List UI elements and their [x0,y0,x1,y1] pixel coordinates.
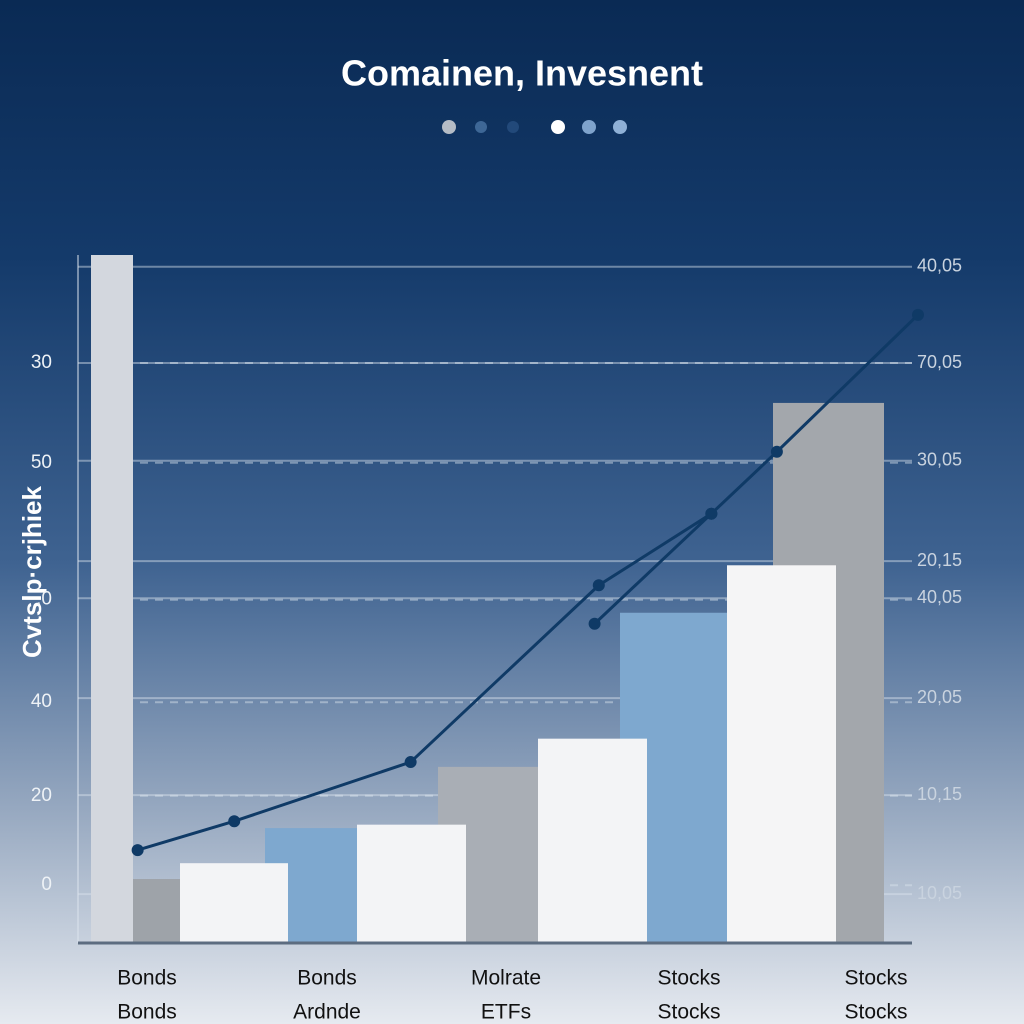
bar [180,863,288,943]
dot [613,120,627,134]
y2-tick-label: 20,05 [917,687,962,707]
line-point [588,617,601,630]
x-tick-label: Ardnde [293,1001,361,1024]
dot [551,120,565,134]
y2-tick-label: 30,05 [917,449,962,469]
y2-tick-label: 10,05 [917,883,962,903]
bar [538,738,647,943]
line [593,512,713,625]
line-point [228,815,241,828]
dot [582,120,596,134]
line-point [770,445,783,458]
dot [507,121,519,133]
x-tick-label: Stocks [657,967,720,990]
dot [475,121,487,133]
line-point [912,308,924,321]
x-tick-label: Molrate [471,967,541,990]
y2-tick-label: 40,05 [917,255,962,275]
x-tick-label: Stocks [844,967,907,990]
y-tick-label: .0 [36,589,52,610]
x-tick-label: Bonds [117,967,177,990]
x-tick-label: ETFs [481,1001,531,1024]
y-tick-label: 30 [31,352,52,373]
y-tick-label: 50 [31,452,52,473]
x-tick-label: Stocks [657,1001,720,1024]
x-tick-label: Bonds [297,967,357,990]
x-tick-label: Bonds [117,1001,177,1024]
y2-tick-label: 70,05 [917,352,962,372]
pager-dots [442,120,627,134]
y2-tick-label: 10,15 [917,784,962,804]
dot [442,120,456,134]
line-point [131,844,144,857]
bar [727,565,836,943]
y-axis-label: Cvtslp·crjhiek [17,485,47,657]
bar [357,824,466,943]
y-tick-label: 0 [41,874,52,895]
y-tick-label: 20 [31,785,52,806]
line-point [592,579,605,592]
line-point [404,756,417,769]
bar [133,879,180,943]
y2-tick-label: 40,05 [917,587,962,607]
bar [91,255,133,943]
y2-tick-label: 20,15 [917,550,962,570]
x-tick-label: Stocks [844,1001,907,1024]
chart-title: Comainen, Invesnent [341,53,703,94]
y-tick-label: 40 [31,691,52,712]
line-point [705,507,718,520]
